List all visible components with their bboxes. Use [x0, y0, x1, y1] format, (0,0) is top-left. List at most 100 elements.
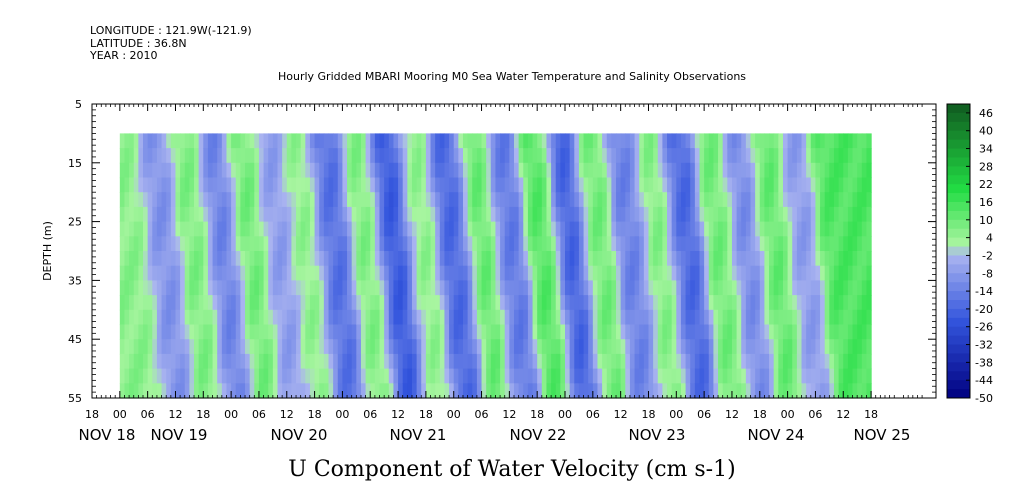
- heatmap-cell: [421, 265, 427, 281]
- heatmap-cell: [537, 368, 543, 384]
- heatmap-cell: [866, 192, 872, 208]
- heatmap-cell: [518, 133, 524, 149]
- heatmap-cell: [829, 368, 835, 384]
- heatmap-cell: [347, 295, 353, 311]
- heatmap-cell: [319, 206, 325, 223]
- heatmap-cell: [838, 192, 844, 208]
- heatmap-cell: [398, 192, 404, 208]
- heatmap-cell: [481, 236, 487, 252]
- heatmap-cell: [337, 236, 344, 252]
- heatmap-cell: [476, 383, 483, 399]
- heatmap-cell: [810, 177, 817, 193]
- heatmap-cell: [194, 251, 200, 267]
- heatmap-cell: [180, 133, 186, 149]
- heatmap-cell: [421, 221, 427, 237]
- x-axis-hour-labels: 18 00 06 12 18 00 06 12 18 00 06 12 18 00 06 12 18 00 06 12…: [85, 408, 878, 421]
- heatmap-cell: [662, 353, 668, 370]
- heatmap-cell: [411, 383, 418, 399]
- heatmap-cell: [643, 324, 650, 340]
- heatmap-cell: [175, 133, 181, 149]
- heatmap-cell: [175, 339, 181, 355]
- heatmap-cell: [138, 339, 144, 355]
- heatmap-cell: [500, 324, 506, 340]
- heatmap-cell: [184, 368, 190, 384]
- heatmap-cell: [560, 353, 566, 370]
- heatmap-cell: [583, 133, 589, 149]
- heatmap-cell: [643, 339, 650, 355]
- heatmap-cell: [356, 177, 362, 193]
- heatmap-cell: [217, 383, 223, 399]
- heatmap-cell: [629, 148, 636, 164]
- heatmap-cell: [319, 162, 325, 179]
- heatmap-cell: [421, 236, 427, 252]
- heatmap-cell: [282, 309, 288, 326]
- heatmap-cell: [356, 339, 362, 355]
- heatmap-cell: [611, 309, 617, 326]
- heatmap-cell: [129, 251, 135, 267]
- heatmap-cell: [249, 251, 255, 267]
- heatmap-cell: [360, 353, 367, 370]
- heatmap-cell: [810, 383, 817, 399]
- heatmap-cell: [843, 295, 849, 311]
- heatmap-cell: [824, 295, 830, 311]
- heatmap-cell: [866, 133, 872, 149]
- heatmap-cell: [180, 383, 186, 399]
- x-date-label: NOV 18: [79, 426, 136, 444]
- heatmap-cell: [305, 368, 311, 384]
- heatmap-cell: [226, 206, 232, 223]
- colorbar-segment: [947, 219, 970, 230]
- heatmap-cell: [866, 383, 872, 399]
- heatmap-cell: [147, 265, 153, 281]
- heatmap-cell: [718, 192, 724, 208]
- heatmap-cell: [444, 251, 450, 267]
- heatmap-cell: [685, 148, 691, 164]
- heatmap-cell: [143, 265, 149, 281]
- heatmap-cell: [514, 280, 520, 296]
- heatmap-cell: [296, 324, 302, 340]
- heatmap-cell: [138, 280, 144, 296]
- heatmap-cell: [453, 309, 459, 326]
- heatmap-cell: [801, 206, 807, 223]
- heatmap-cell: [300, 192, 306, 208]
- heatmap-cell: [843, 221, 849, 237]
- heatmap-cell: [263, 162, 269, 179]
- heatmap-cell: [286, 295, 293, 311]
- heatmap-cell: [782, 339, 789, 355]
- heatmap-cell: [514, 221, 520, 237]
- heatmap-cell: [249, 206, 255, 223]
- heatmap-cell: [393, 206, 399, 223]
- heatmap-cell: [866, 280, 872, 296]
- heatmap-cell: [309, 148, 316, 164]
- heatmap-cell: [333, 368, 339, 384]
- heatmap-cell: [527, 133, 534, 149]
- colorbar-label: -50: [975, 392, 993, 405]
- heatmap-cell: [852, 206, 858, 223]
- heatmap-cell: [796, 353, 803, 370]
- heatmap-cell: [796, 221, 803, 237]
- heatmap-cell: [569, 353, 575, 370]
- heatmap-cell: [676, 339, 682, 355]
- heatmap-cell: [718, 265, 724, 281]
- heatmap-cell: [518, 251, 524, 267]
- heatmap-cell: [133, 206, 139, 223]
- heatmap-cell: [300, 177, 306, 193]
- heatmap-cell: [833, 309, 840, 326]
- heatmap-cell: [388, 295, 395, 311]
- heatmap-cell: [337, 353, 344, 370]
- heatmap-cell: [133, 192, 139, 208]
- heatmap-cell: [374, 324, 381, 340]
- heatmap-cell: [166, 324, 172, 340]
- heatmap-cell: [527, 206, 534, 223]
- heatmap-cell: [189, 295, 195, 311]
- heatmap-cell: [393, 339, 399, 355]
- heatmap-cell: [388, 177, 395, 193]
- colorbar-segment: [947, 308, 970, 319]
- heatmap-cell: [769, 206, 775, 223]
- heatmap-cell: [741, 221, 747, 237]
- heatmap-cell: [833, 221, 840, 237]
- heatmap-cell: [755, 353, 761, 370]
- heatmap-cell: [565, 324, 571, 340]
- heatmap-cell: [365, 265, 371, 281]
- heatmap-cell: [129, 353, 135, 370]
- heatmap-cell: [555, 192, 561, 208]
